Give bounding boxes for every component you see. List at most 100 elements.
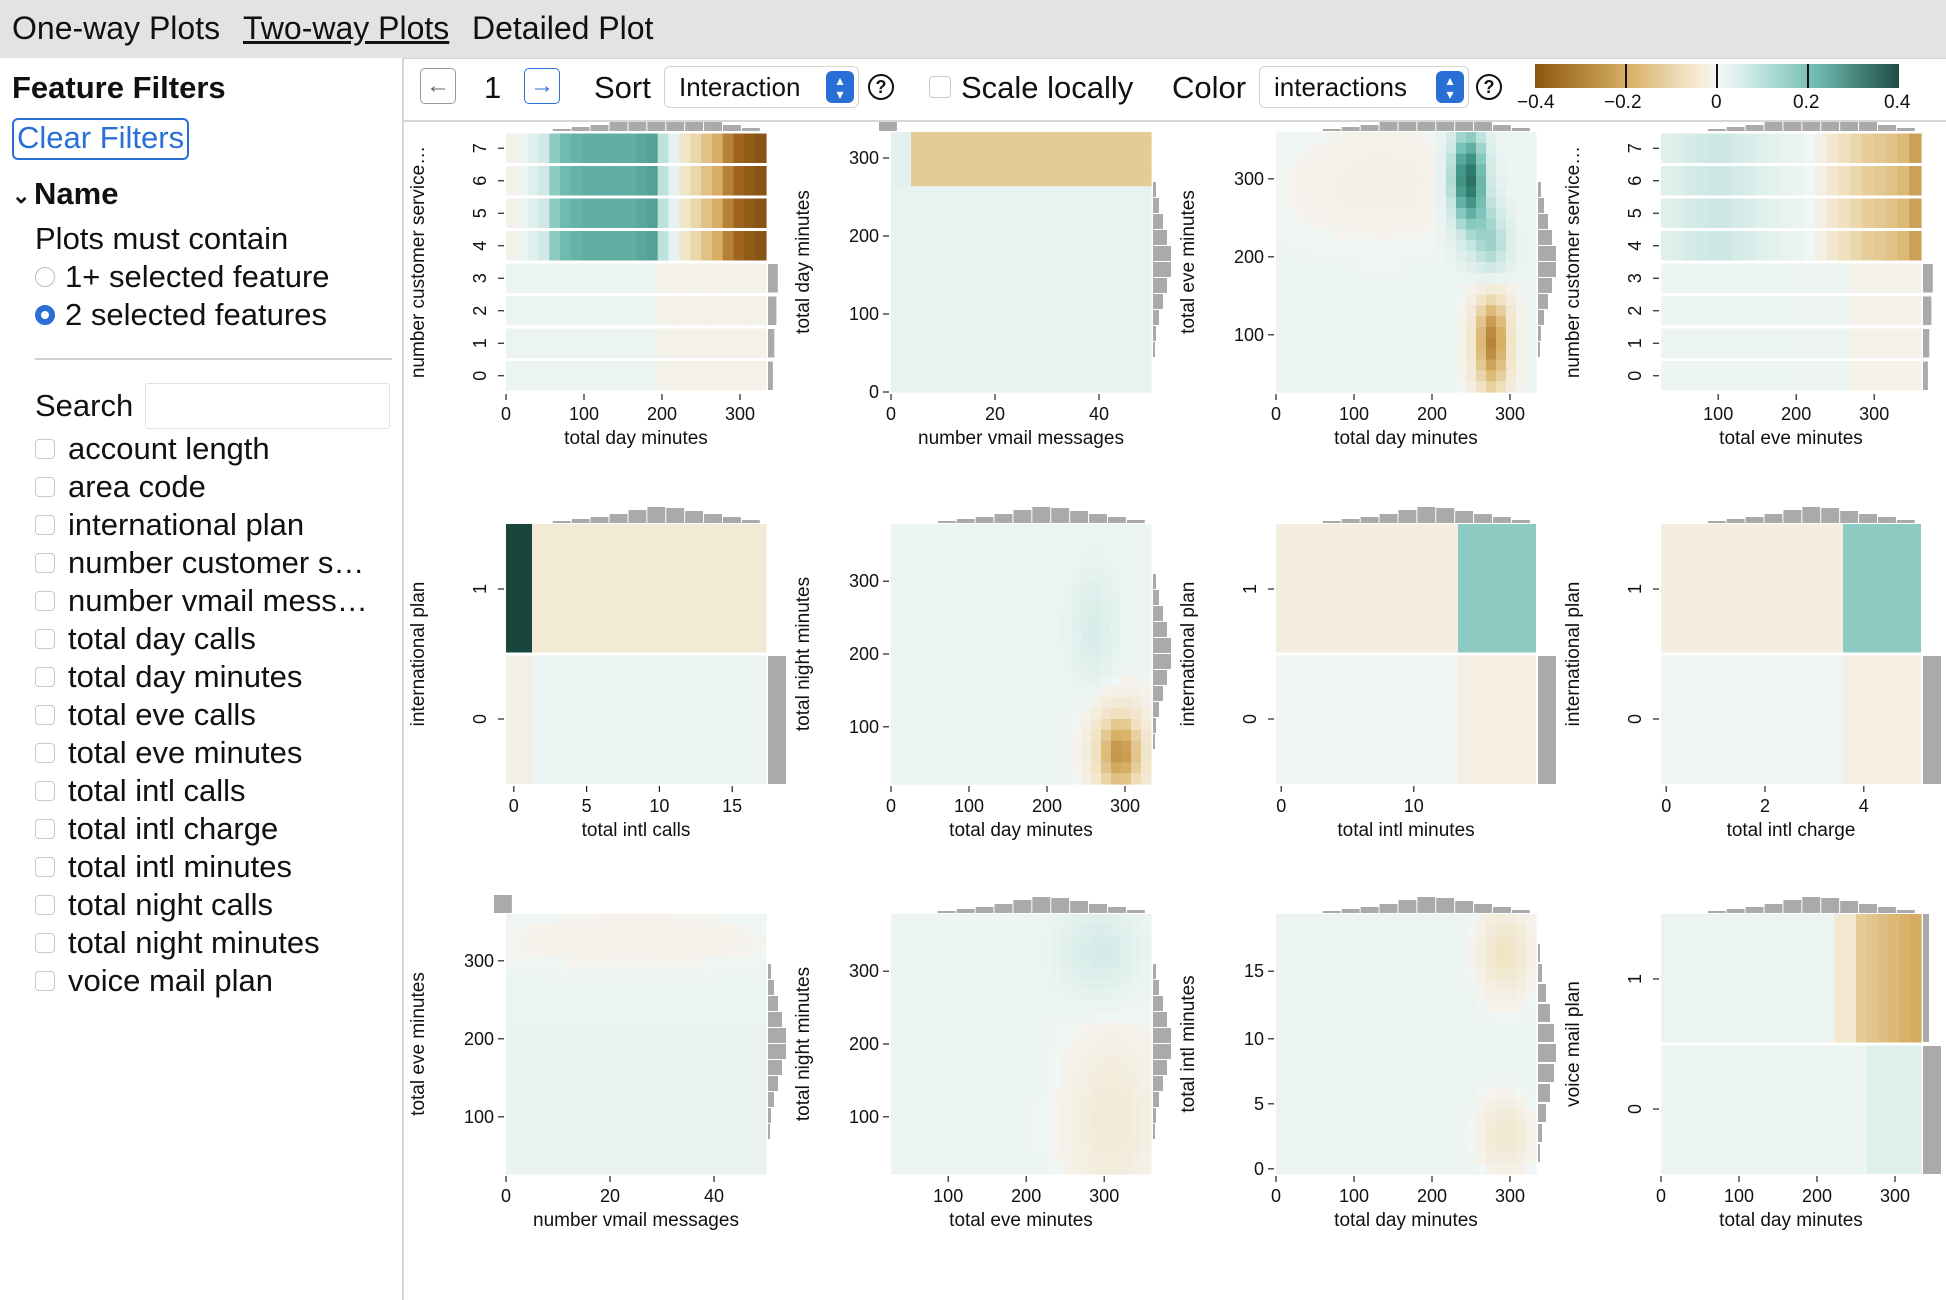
feature-checkbox[interactable]	[35, 629, 55, 649]
feature-filter-item[interactable]: number vmail mess…	[35, 582, 368, 620]
clear-filters-button[interactable]: Clear Filters	[12, 118, 190, 160]
heatmap-cell	[516, 1119, 527, 1132]
feature-filter-item[interactable]: number customer s…	[35, 544, 368, 582]
feature-filter-item[interactable]: total eve calls	[35, 696, 368, 734]
feature-checkbox[interactable]	[35, 819, 55, 839]
feature-filter-item[interactable]: total intl charge	[35, 810, 368, 848]
feature-filter-item[interactable]: total day minutes	[35, 658, 368, 696]
heatmap-cell	[1111, 762, 1122, 774]
heatmap-cell	[891, 1054, 902, 1067]
sort-help-icon[interactable]: ?	[868, 74, 894, 100]
heatmap-cell	[991, 370, 1002, 382]
feature-checkbox[interactable]	[35, 705, 55, 725]
heatmap-cell	[1286, 175, 1297, 187]
heatmap-cell	[1296, 1152, 1307, 1164]
heatmap-cell	[1041, 294, 1052, 306]
feature-filter-item[interactable]: total intl calls	[35, 772, 368, 810]
feature-filter-item[interactable]: voice mail plan	[35, 962, 368, 1000]
tab-detailed-plot[interactable]: Detailed Plot	[472, 10, 654, 46]
heatmap-cell	[576, 1054, 587, 1067]
feature-filter-item[interactable]: total intl minutes	[35, 848, 368, 886]
name-section-toggle[interactable]: ⌄ Name	[12, 176, 118, 212]
heatmap-cell	[1486, 327, 1497, 339]
feature-filter-item[interactable]: total night minutes	[35, 924, 368, 962]
heatmap-cell	[1316, 914, 1327, 926]
heatmap-cell	[991, 305, 1002, 317]
heatmap-cell	[1011, 316, 1022, 328]
feature-checkbox[interactable]	[35, 591, 55, 611]
heatmap-cell	[1101, 1130, 1112, 1143]
heatmap-cell	[1506, 381, 1517, 393]
heatmap-cell	[1081, 1000, 1092, 1013]
heatmap-cell	[556, 1087, 567, 1099]
heatmap-cell	[901, 567, 912, 579]
radio-one-plus-selected[interactable]: 1+ selected feature	[35, 259, 330, 295]
radio-button[interactable]	[35, 267, 55, 287]
feature-filter-item[interactable]: account length	[35, 430, 368, 468]
feature-checkbox[interactable]	[35, 553, 55, 573]
feature-checkbox[interactable]	[35, 895, 55, 915]
heatmap-cell	[1141, 272, 1152, 285]
feature-filter-item[interactable]: total night calls	[35, 886, 368, 924]
feature-filter-item[interactable]: total eve minutes	[35, 734, 368, 772]
histogram-bar	[1538, 1044, 1556, 1062]
heatmap-cell	[526, 946, 537, 958]
feature-checkbox[interactable]	[35, 933, 55, 953]
previous-page-button[interactable]: ←	[420, 68, 456, 104]
feature-checkbox[interactable]	[35, 477, 55, 497]
feature-filter-item[interactable]: international plan	[35, 506, 368, 544]
heatmap-cell	[606, 914, 617, 926]
heatmap-cell	[546, 1065, 557, 1078]
tab-one-way-plots[interactable]: One-way Plots	[12, 10, 221, 46]
feature-checkbox[interactable]	[35, 857, 55, 877]
radio-two-selected[interactable]: 2 selected features	[35, 297, 327, 333]
feature-checkbox[interactable]	[35, 743, 55, 763]
feature-checkbox[interactable]	[35, 971, 55, 991]
heatmap-cell	[1111, 1033, 1122, 1045]
next-page-button[interactable]: →	[524, 68, 560, 104]
heatmap-cell	[1051, 142, 1062, 155]
tab-two-way-plots[interactable]: Two-way Plots	[243, 10, 450, 46]
feature-checkbox[interactable]	[35, 781, 55, 801]
heatmap-cell	[1755, 263, 1768, 293]
heatmap-cell	[1516, 272, 1527, 285]
heatmap-cell	[1316, 935, 1327, 948]
heatmap-cell	[931, 545, 942, 558]
sort-select[interactable]: Interaction ▴ ▾	[664, 66, 859, 108]
heatmap-cell	[596, 1109, 607, 1121]
heatmap-cell	[971, 708, 982, 720]
heatmap-cell	[1376, 1011, 1387, 1023]
heatmap-cell	[706, 989, 717, 1002]
heatmap-cell	[1516, 240, 1527, 252]
heatmap-cell	[536, 935, 547, 948]
feature-filter-item[interactable]: area code	[35, 468, 368, 506]
heatmap-cell	[1466, 272, 1477, 285]
heatmap-cell	[1346, 229, 1357, 241]
heatmap-cell	[1001, 1022, 1012, 1034]
scale-locally-checkbox[interactable]	[929, 76, 951, 98]
radio-button[interactable]	[35, 305, 55, 325]
color-select[interactable]: interactions ▴ ▾	[1259, 66, 1469, 108]
heatmap-cell	[911, 719, 922, 731]
heatmap-cell	[1111, 632, 1122, 644]
color-help-icon[interactable]: ?	[1476, 74, 1502, 100]
heatmap-cell	[1486, 957, 1497, 969]
feature-checkbox[interactable]	[35, 515, 55, 535]
feature-checkbox[interactable]	[35, 439, 55, 459]
feature-filter-item[interactable]: total day calls	[35, 620, 368, 658]
search-input[interactable]	[145, 383, 390, 429]
feature-checkbox[interactable]	[35, 667, 55, 687]
histogram-bar	[1538, 1144, 1540, 1162]
